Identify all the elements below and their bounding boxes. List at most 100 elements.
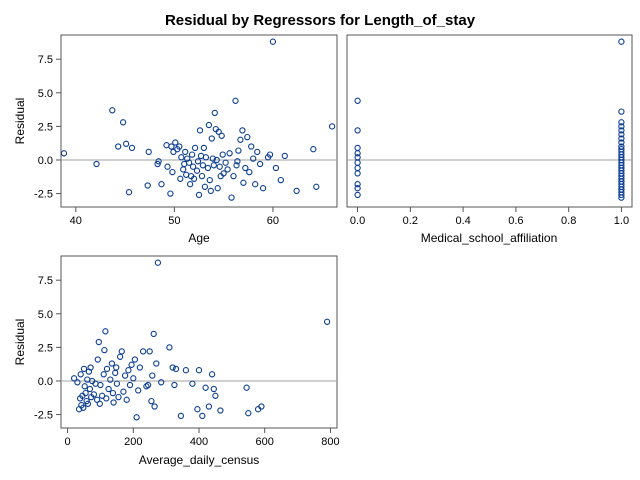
panel-census-point xyxy=(102,328,109,335)
panel-census-point xyxy=(158,379,165,386)
panel-age-point xyxy=(185,159,193,166)
panel-age-frame xyxy=(60,34,338,208)
panel-census-point xyxy=(139,348,147,355)
panel-census-point xyxy=(131,356,139,363)
panel-age-point xyxy=(193,167,201,174)
panel-age-point xyxy=(226,150,233,157)
panel-medical-school-x-tick-label: 0.2 xyxy=(403,215,418,227)
panel-age-point xyxy=(234,158,241,165)
panel-age-point xyxy=(201,183,209,190)
panel-age-point xyxy=(119,119,127,126)
panel-census-point xyxy=(77,371,84,378)
panel-census-point xyxy=(109,389,117,397)
panel-census-point xyxy=(108,360,116,367)
panel-age-y-tick-label: -2.5 xyxy=(34,189,53,201)
panel-census-point xyxy=(150,330,157,338)
panel-census-point xyxy=(189,380,196,387)
panel-age-point xyxy=(215,128,222,135)
panel-medical-school-point xyxy=(618,131,625,138)
panel-age-y-tick-label: 0.0 xyxy=(38,155,53,167)
panel-age-point xyxy=(214,185,221,192)
panel-age-point xyxy=(199,162,207,169)
panel-census-point xyxy=(101,346,108,354)
panel-medical-school-point xyxy=(618,119,625,126)
panel-age-point xyxy=(281,152,288,160)
panel-census-point xyxy=(208,371,216,378)
panel-age-point xyxy=(176,143,183,150)
panel-medical-school-x-tick-label: 0.8 xyxy=(561,215,576,227)
panel-age-point xyxy=(196,127,204,134)
panel-medical-school-x-tick-label: 1.0 xyxy=(614,215,629,227)
panel-age-point xyxy=(144,182,151,189)
panel-age-point xyxy=(186,181,194,188)
panel-census-point xyxy=(205,403,213,410)
panel-census-y-tick-label: -2.5 xyxy=(34,410,53,422)
panel-age-point xyxy=(115,143,122,150)
panel-age-point xyxy=(256,160,264,168)
panel-census-point xyxy=(82,389,89,397)
panel-census-point xyxy=(144,381,152,389)
chart-title: Residual by Regressors for Length_of_sta… xyxy=(165,12,476,29)
panel-age-point xyxy=(240,179,247,186)
panel-medical-school-point xyxy=(618,127,625,134)
panel-census-x-tick-label: 600 xyxy=(256,436,274,448)
panel-census-point xyxy=(86,385,94,393)
panel-census-point xyxy=(115,393,122,401)
panel-age-point xyxy=(252,181,259,188)
panel-age-point xyxy=(233,162,240,169)
panel-age-point xyxy=(242,164,249,172)
panel-medical-school-x-label: Medical_school_affiliation xyxy=(421,231,558,245)
panel-census-points xyxy=(70,259,331,421)
panel-census-y-tick-label: 0.0 xyxy=(38,376,53,388)
panel-census-point xyxy=(103,365,111,373)
panel-census-point xyxy=(125,367,132,374)
panel-age-point xyxy=(182,148,189,156)
panel-age-x-tick-label: 60 xyxy=(267,215,279,227)
panel-age-point xyxy=(93,160,100,168)
panel-census-point xyxy=(105,385,112,393)
panel-census-point xyxy=(74,379,81,386)
panel-age-point xyxy=(272,164,280,172)
panel-census-x-tick-label: 200 xyxy=(124,436,142,448)
panel-medical-school-point xyxy=(354,181,361,188)
panel-medical-school-point xyxy=(618,108,625,115)
panel-census-point xyxy=(146,348,153,355)
panel-age-point xyxy=(210,162,217,169)
panel-census-point xyxy=(169,364,176,371)
panel-age-y-tick-label: 7.5 xyxy=(38,54,53,66)
panel-census-point xyxy=(126,381,134,389)
panel-census-point xyxy=(154,259,162,266)
panel-age-point xyxy=(293,187,300,195)
panel-census-point xyxy=(166,344,173,351)
panel-age-point xyxy=(205,121,213,129)
panel-age-x-tick-label: 50 xyxy=(168,215,180,227)
panel-census-point xyxy=(113,380,121,387)
panel-census-point xyxy=(217,407,224,414)
panel-census-x-tick-label: 400 xyxy=(190,436,208,448)
panel-medical-school-points xyxy=(354,38,625,201)
panel-age-point xyxy=(164,163,171,170)
panel-census-point xyxy=(243,384,250,391)
panel-census-point xyxy=(245,410,252,417)
panel-medical-school-x-tick-label: 0.6 xyxy=(508,215,523,227)
panel-age-y-ticks: -2.5 0.0 2.5 5.0 7.5 xyxy=(34,54,61,201)
panel-age-point xyxy=(254,148,261,156)
panel-medical-school-point xyxy=(354,97,361,104)
panel-age-point xyxy=(219,151,226,158)
panel-census-point xyxy=(182,367,190,374)
panel-age-point xyxy=(248,143,255,150)
panel-age-point xyxy=(216,163,223,170)
panel-age-point xyxy=(202,154,210,161)
panel-census-point xyxy=(212,392,219,399)
panel-census-point xyxy=(110,399,117,406)
panel-medical-school-x-tick-label: 0.0 xyxy=(350,215,365,227)
panel-census-point xyxy=(151,403,158,410)
panel-age-x-tick-label: 40 xyxy=(70,215,82,227)
panel-age-point xyxy=(169,168,176,176)
panel-census-point xyxy=(323,318,331,325)
panel-census-point xyxy=(210,385,217,393)
panel-census-point xyxy=(171,381,178,389)
panel-age-point xyxy=(188,151,196,158)
panel-medical-school-point xyxy=(354,150,361,157)
panel-census-point xyxy=(81,383,88,390)
